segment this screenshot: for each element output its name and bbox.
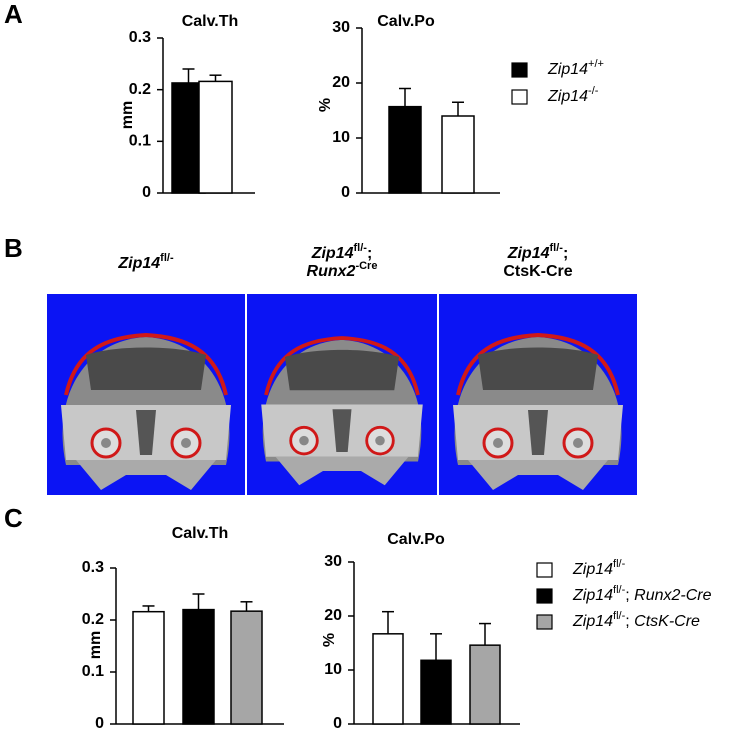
y-tick-label: 0.3 <box>129 29 151 46</box>
legend-label: Zip14fl/- <box>572 558 626 578</box>
bar <box>388 105 422 194</box>
y-tick-label: 10 <box>324 661 342 678</box>
image-caption: Runx2-Cre <box>307 260 378 280</box>
y-tick-label: 0 <box>341 184 350 201</box>
legend-swatch <box>511 89 528 105</box>
image-caption: CtsK-Cre <box>503 263 572 280</box>
y-tick-label: 20 <box>324 607 342 624</box>
y-tick-label: 0.2 <box>82 611 104 628</box>
legend-swatch <box>536 614 553 630</box>
y-tick-label: 0.1 <box>82 663 104 680</box>
y-axis-label: % <box>321 633 338 647</box>
y-axis-label: mm <box>87 631 104 659</box>
image-caption: Zip14fl/-; <box>507 242 569 262</box>
y-tick-label: 0 <box>95 715 104 732</box>
bar <box>230 610 263 725</box>
panel-label: B <box>4 233 23 263</box>
y-tick-label: 30 <box>324 553 342 570</box>
chart-title: Calv.Th <box>172 525 229 542</box>
legend-swatch <box>536 562 553 578</box>
y-tick-label: 0.1 <box>129 133 151 150</box>
y-tick-label: 0.2 <box>129 81 151 98</box>
bar <box>441 115 475 194</box>
bar <box>182 608 215 725</box>
chart-title: Calv.Po <box>377 13 435 30</box>
y-tick-label: 30 <box>332 19 350 36</box>
y-tick-label: 10 <box>332 129 350 146</box>
bar <box>420 659 452 725</box>
image <box>47 294 245 495</box>
bar <box>198 80 233 194</box>
legend-swatch <box>536 588 553 604</box>
y-axis-label: mm <box>119 101 136 129</box>
chart-title: Calv.Po <box>387 531 445 548</box>
panel-label: C <box>4 503 23 533</box>
image <box>247 294 437 495</box>
legend-label: Zip14fl/-; Runx2-Cre <box>572 584 712 604</box>
image <box>439 294 637 495</box>
y-tick-label: 0.3 <box>82 559 104 576</box>
legend-swatch <box>511 62 528 78</box>
y-tick-label: 0 <box>333 715 342 732</box>
legend-label: Zip14-/- <box>547 85 599 105</box>
image-caption: Zip14fl/- <box>117 252 174 272</box>
y-axis-label: % <box>317 98 334 112</box>
chart-title: Calv.Th <box>182 13 239 30</box>
bar <box>469 644 501 725</box>
legend-label: Zip14fl/-; CtsK-Cre <box>572 610 700 630</box>
y-tick-label: 0 <box>142 184 151 201</box>
legend-label: Zip14+/+ <box>547 58 604 78</box>
y-tick-label: 20 <box>332 74 350 91</box>
image-caption: Zip14fl/-; <box>311 242 373 262</box>
bar <box>132 610 165 725</box>
bar <box>372 633 404 725</box>
panel-label: A <box>4 0 23 29</box>
